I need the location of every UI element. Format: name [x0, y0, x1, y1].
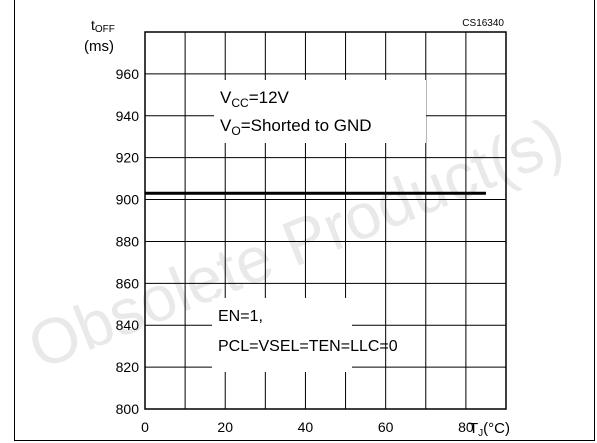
- y-tick-label: 820: [116, 359, 140, 375]
- y-tick-label: 960: [116, 66, 140, 82]
- y-tick-label: 920: [116, 150, 140, 166]
- x-tick-label: 80: [458, 419, 474, 435]
- y-tick-label: 940: [116, 108, 140, 124]
- tick-labels: 800 820 840 860 880 900 920 940 960 0 20 40 60 80: [116, 66, 474, 435]
- annotation-box: [212, 298, 352, 372]
- x-tick-label: 20: [217, 419, 233, 435]
- y-tick-label: 880: [116, 233, 140, 249]
- annotation-text: VCC=12V: [220, 88, 290, 110]
- plot-area-border: [144, 31, 507, 410]
- figure-frame: [14, 0, 595, 441]
- plot-border: [144, 31, 507, 410]
- x-tick-label: 0: [141, 419, 149, 435]
- x-tick-label: 60: [378, 419, 394, 435]
- annotation-box: [214, 80, 426, 143]
- figure-code: CS16340: [462, 18, 504, 29]
- annotation-text: EN=1,: [218, 308, 263, 325]
- y-axis-label: tOFF: [91, 17, 115, 35]
- x-tick-label: 40: [298, 419, 314, 435]
- axis-labels: tOFF (ms) TJ(°C) CS16340: [84, 17, 510, 439]
- y-tick-label: 900: [116, 192, 140, 208]
- y-axis-unit: (ms): [84, 38, 114, 55]
- x-axis-label: TJ(°C): [469, 420, 510, 439]
- y-tick-label: 840: [116, 317, 140, 333]
- annotation-layer: VCC=12V VO=Shorted to GND EN=1, PCL=VSEL=TE…: [212, 80, 426, 372]
- y-tick-label: 800: [116, 401, 140, 417]
- annotation-text: PCL=VSEL=TEN=LLC=0: [218, 338, 398, 355]
- annotation-text: VO=Shorted to GND: [220, 116, 372, 138]
- y-tick-label: 860: [116, 275, 140, 291]
